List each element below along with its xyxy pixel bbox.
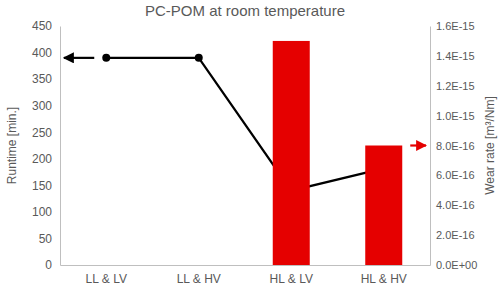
axis-pointer-left bbox=[64, 57, 94, 59]
y2-tick-label: 1.4E-15 bbox=[436, 50, 475, 62]
y-tick: 350 bbox=[32, 72, 60, 86]
x-tick: LL & HV bbox=[177, 265, 221, 286]
chart-title: PC-POM at room temperature bbox=[145, 2, 345, 19]
bar bbox=[365, 146, 402, 266]
y-tick-label: 200 bbox=[32, 152, 52, 166]
y-tick: 200 bbox=[32, 152, 60, 166]
y-tick: 250 bbox=[32, 126, 60, 140]
y-tick-label: 0 bbox=[45, 258, 52, 272]
plot-area: 0 50 100 150 200 250 300 350 400 450 0.0E+00 2.0E-1… bbox=[32, 19, 477, 285]
y2-tick: 8.0E-16 bbox=[430, 140, 475, 152]
y-tick-label: 350 bbox=[32, 72, 52, 86]
bar bbox=[273, 41, 310, 265]
y-tick-label: 150 bbox=[32, 179, 52, 193]
x-tick-label: LL & HV bbox=[177, 272, 221, 286]
marks bbox=[102, 41, 402, 265]
line bbox=[106, 58, 384, 191]
y2-tick: 1.0E-15 bbox=[430, 110, 475, 122]
y2-tick-label: 1.6E-15 bbox=[436, 20, 475, 32]
x-tick-label: HL & LV bbox=[270, 272, 313, 286]
y2-tick-label: 4.0E-16 bbox=[436, 199, 475, 211]
y2-tick-label: 0.0E+00 bbox=[436, 259, 477, 271]
y2-tick-label: 1.0E-15 bbox=[436, 110, 475, 122]
y2-tick-label: 6.0E-16 bbox=[436, 169, 475, 181]
y-tick-label: 450 bbox=[32, 19, 52, 33]
y-tick: 100 bbox=[32, 205, 60, 219]
y2-tick: 1.6E-15 bbox=[430, 20, 475, 32]
line-marker bbox=[102, 54, 110, 62]
x-tick: LL & LV bbox=[86, 265, 127, 286]
y2-tick: 1.4E-15 bbox=[430, 50, 475, 62]
y-axis-title: Runtime [min.] bbox=[5, 107, 19, 184]
y-tick: 450 bbox=[32, 19, 60, 33]
y2-axis: 0.0E+00 2.0E-16 4.0E-16 6.0E-16 8.0E-16 1.0E-… bbox=[430, 20, 477, 271]
y2-tick-label: 1.2E-15 bbox=[436, 80, 475, 92]
axis-pointer-right bbox=[410, 144, 426, 146]
y-tick-label: 300 bbox=[32, 99, 52, 113]
chart-container: 0 50 100 150 200 250 300 350 400 450 0.0E+00 2.0E-1… bbox=[0, 0, 500, 295]
y2-axis-line bbox=[430, 27, 431, 266]
y-axis-line bbox=[60, 27, 61, 266]
y2-tick-label: 8.0E-16 bbox=[436, 140, 475, 152]
y-axis: 0 50 100 150 200 250 300 350 400 450 bbox=[32, 19, 61, 272]
x-tick-label: HL & HV bbox=[361, 272, 407, 286]
y-tick: 400 bbox=[32, 46, 60, 60]
y2-tick: 0.0E+00 bbox=[430, 259, 477, 271]
x-axis: LL & LV LL & HV HL & LV HL & HV bbox=[61, 265, 431, 286]
y2-tick-label: 2.0E-16 bbox=[436, 229, 475, 241]
y-tick-label: 400 bbox=[32, 46, 52, 60]
line-marker bbox=[195, 54, 203, 62]
x-tick: HL & HV bbox=[361, 265, 407, 286]
y2-tick: 2.0E-16 bbox=[430, 229, 475, 241]
y2-axis-title: Wear rate [m³/Nm] bbox=[483, 96, 497, 194]
x-axis-line bbox=[61, 265, 431, 266]
chart-svg: 0 50 100 150 200 250 300 350 400 450 0.0E+00 2.0E-1… bbox=[0, 0, 500, 295]
x-tick-label: LL & LV bbox=[86, 272, 127, 286]
y-tick-label: 100 bbox=[32, 205, 52, 219]
y-tick: 50 bbox=[39, 232, 60, 246]
y2-tick: 4.0E-16 bbox=[430, 199, 475, 211]
y-tick-label: 50 bbox=[39, 232, 53, 246]
y-tick-label: 250 bbox=[32, 126, 52, 140]
y2-tick: 1.2E-15 bbox=[430, 80, 475, 92]
y-tick: 150 bbox=[32, 179, 60, 193]
y2-tick: 6.0E-16 bbox=[430, 169, 475, 181]
y-tick: 0 bbox=[45, 258, 60, 272]
y-tick: 300 bbox=[32, 99, 60, 113]
x-tick: HL & LV bbox=[270, 265, 313, 286]
